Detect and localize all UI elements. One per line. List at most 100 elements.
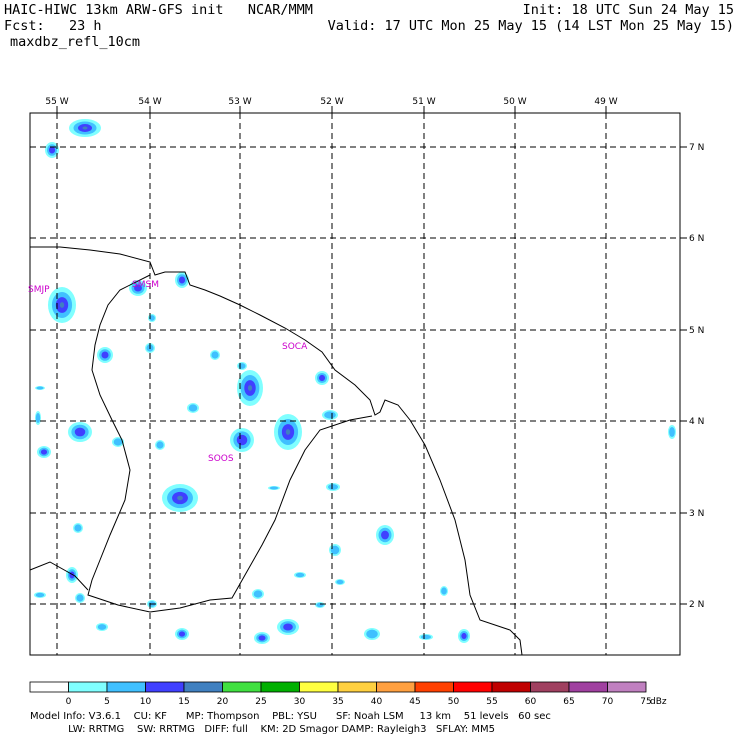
map-frame <box>29 112 681 656</box>
colorbar-unit: dBz <box>650 697 667 707</box>
reflectivity-field <box>34 119 676 644</box>
lat-label: 7 N <box>689 143 704 153</box>
valid-time: Valid: 17 UTC Mon 25 May 15 (14 LST Mon … <box>327 18 734 34</box>
echo-cell <box>178 631 186 637</box>
echo-cell <box>269 486 279 490</box>
echo-cell <box>74 427 86 437</box>
colorbar-tick-label: 45 <box>409 697 420 707</box>
colorbar-tick-label: 5 <box>104 697 110 707</box>
lat-label: 6 N <box>689 234 704 244</box>
lat-label: 2 N <box>689 600 704 610</box>
echo-cell <box>420 634 432 640</box>
lon-label: 54 W <box>138 97 161 107</box>
lon-label: 49 W <box>594 97 617 107</box>
echo-cell <box>318 374 326 382</box>
colorbar-tick-label: 15 <box>178 697 189 707</box>
colorbar-tick-label: 55 <box>486 697 497 707</box>
init-time: Init: 18 UTC Sun 24 May 15 <box>522 2 734 18</box>
colorbar-swatch <box>491 681 531 693</box>
model-title: HAIC-HIWC 13km ARW-GFS init NCAR/MMM <box>4 2 313 18</box>
echo-cell <box>295 572 305 578</box>
echo-cell <box>82 126 88 130</box>
lat-label: 5 N <box>689 326 704 336</box>
echo-cell <box>283 623 293 631</box>
colorbar-tick-label: 30 <box>294 697 306 707</box>
colorbar-swatch <box>106 681 146 693</box>
colorbar-swatch <box>222 681 262 693</box>
echo-cell <box>316 602 324 608</box>
longitude-labels: 55 W 54 W 53 W 52 W 51 W 50 W 49 W <box>45 97 617 107</box>
field-name: maxdbz_refl_10cm <box>10 34 141 50</box>
colorbar-tick-label: 35 <box>332 697 343 707</box>
station-labels: SMJP SMSM SOCA SOOS <box>28 280 308 464</box>
axis-ticks <box>56 106 687 605</box>
echo-cell <box>324 411 336 419</box>
lon-label: 50 W <box>503 97 526 107</box>
echo-cell <box>40 449 48 455</box>
colorbar-swatch <box>530 681 570 693</box>
colorbar-tick-label: 10 <box>140 697 152 707</box>
lon-label: 55 W <box>45 97 68 107</box>
echo-cell <box>76 594 84 602</box>
echo-cell <box>238 363 246 369</box>
lat-label: 3 N <box>689 509 704 519</box>
station-label: SOOS <box>208 454 234 464</box>
echo-cell <box>327 484 339 490</box>
echo-cell <box>101 351 109 359</box>
colorbar-swatch <box>183 681 223 693</box>
station-label: SMSM <box>132 280 159 290</box>
lon-label: 53 W <box>228 97 251 107</box>
colorbar-tick-label: 65 <box>563 697 574 707</box>
colorbar-tick-label: 25 <box>255 697 266 707</box>
colorbar-tick-label: 40 <box>371 697 383 707</box>
echo-cell <box>381 530 389 540</box>
echo-cell <box>336 579 344 585</box>
echo-cell <box>149 315 155 321</box>
echo-cell <box>35 412 41 424</box>
station-label: SMJP <box>28 285 50 295</box>
lat-label: 4 N <box>689 417 704 427</box>
echo-cell <box>253 590 263 598</box>
echo-cell <box>134 284 142 292</box>
model-info-line1: Model Info: V3.6.1 CU: KF MP: Thompson P… <box>30 711 551 722</box>
echo-cell <box>178 276 186 284</box>
forecast-hour: Fcst: 23 h <box>4 18 102 34</box>
echo-cell <box>366 629 378 639</box>
colorbar-swatch <box>607 681 647 693</box>
colorbar-swatch <box>299 681 339 693</box>
echo-cell <box>330 545 340 555</box>
station-label: SOCA <box>282 342 308 352</box>
fcst-value: 23 h <box>69 18 102 34</box>
lon-label: 51 W <box>412 97 435 107</box>
colorbar-tick-label: 70 <box>602 697 614 707</box>
echo-cell <box>156 441 164 449</box>
echo-cell <box>247 385 253 391</box>
colorbar-tick-label: 0 <box>66 697 72 707</box>
colorbar-swatch <box>29 681 69 693</box>
lon-label: 52 W <box>320 97 343 107</box>
colorbar-swatch <box>568 681 608 693</box>
model-info-line2: LW: RRTMG SW: RRTMG DIFF: full KM: 2D Sm… <box>30 724 495 735</box>
echo-cell <box>236 434 248 446</box>
coastline <box>29 246 523 656</box>
colorbar-tick-label: 75 <box>640 697 651 707</box>
echo-cell <box>669 426 675 438</box>
echo-cell <box>48 146 56 154</box>
echo-cell <box>113 438 123 446</box>
echo-cell <box>188 404 198 412</box>
colorbar-swatch <box>337 681 377 693</box>
echo-cell <box>441 587 447 595</box>
echo-cell <box>36 386 44 390</box>
colorbar-swatch <box>376 681 416 693</box>
colorbar-swatch <box>260 681 300 693</box>
echo-cell <box>97 624 107 630</box>
colorbar-swatch <box>68 681 108 693</box>
echo-cell <box>211 351 219 359</box>
echo-cell <box>258 635 266 641</box>
colorbar-tick-label: 50 <box>448 697 460 707</box>
echo-cell <box>177 495 183 501</box>
latitude-labels: 7 N 6 N 5 N 4 N 3 N 2 N <box>689 143 704 610</box>
echo-cell <box>74 524 82 532</box>
